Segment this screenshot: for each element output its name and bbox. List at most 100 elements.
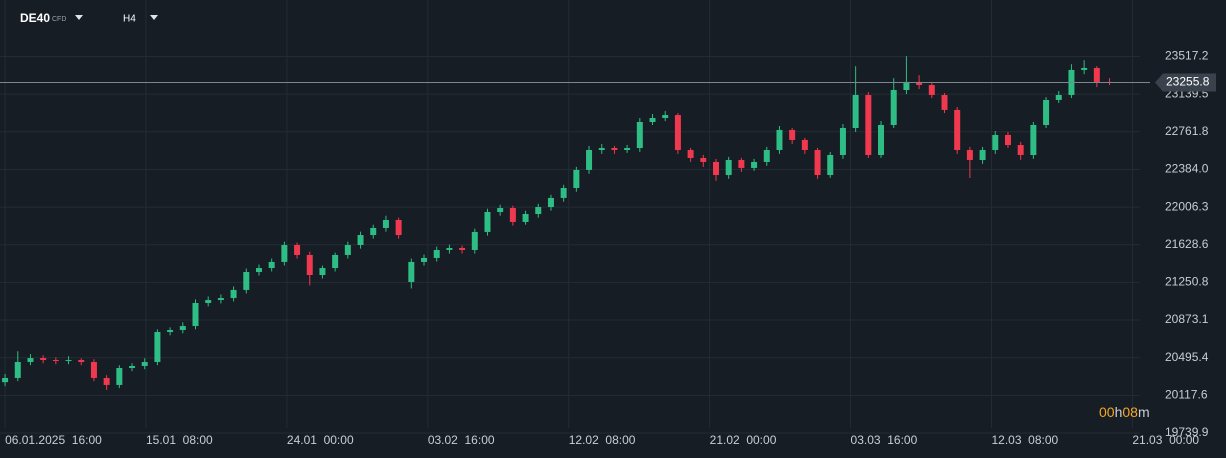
grid: [0, 0, 1140, 434]
candle-body: [560, 187, 567, 198]
candle-body: [903, 81, 910, 91]
symbol-tag: CFD: [52, 16, 66, 23]
candle-body: [40, 358, 47, 361]
countdown-h: h: [1115, 404, 1123, 420]
y-tick-label: 23517.2: [1165, 49, 1209, 63]
current-price-tag: [1155, 73, 1216, 92]
candle-body: [547, 197, 554, 208]
timeframe-dropdown[interactable]: [150, 15, 158, 20]
candle-body: [65, 360, 72, 362]
axis-labels: 23517.223139.522761.822384.022006.321628…: [5, 49, 1216, 447]
countdown-minutes: 08: [1122, 404, 1138, 420]
candle-body: [484, 212, 491, 232]
candle-body: [294, 244, 301, 255]
candle-body: [255, 268, 262, 273]
candle-body: [281, 244, 288, 262]
countdown: 00h08m: [1099, 404, 1150, 420]
candle-body: [522, 214, 529, 222]
candle-body: [738, 159, 745, 168]
candle-body: [1004, 134, 1011, 146]
candle-body: [243, 272, 250, 290]
candle-body: [268, 261, 275, 269]
candle-body: [14, 362, 21, 378]
x-tick-label: 15.01 08:00: [146, 433, 213, 447]
candle-body: [129, 366, 136, 369]
y-tick-label: 19739.9: [1165, 425, 1209, 439]
candle-body: [751, 161, 758, 168]
x-tick-label: 24.01 00:00: [287, 433, 354, 447]
candle-body: [1017, 145, 1024, 155]
candle-body: [954, 109, 961, 151]
countdown-m: m: [1138, 404, 1150, 420]
candle-body: [878, 124, 885, 155]
symbol-dropdown[interactable]: [75, 15, 83, 20]
candle-body: [979, 150, 986, 160]
candle-body: [395, 219, 402, 236]
candle-body: [865, 94, 872, 155]
candle-body: [230, 289, 237, 299]
candle-body: [586, 150, 593, 170]
candle-body: [1030, 124, 1037, 155]
candle-body: [408, 261, 415, 282]
y-tick-label: 22384.0: [1165, 162, 1209, 176]
x-tick-label: 12.03 08:00: [991, 433, 1058, 447]
candle-body: [573, 169, 580, 188]
candle-body: [433, 249, 440, 258]
candle-body: [674, 115, 681, 151]
candle-body: [763, 150, 770, 162]
candle-body: [332, 254, 339, 269]
candle-body: [1055, 94, 1062, 100]
candle-body: [509, 208, 516, 222]
candle-body: [1043, 99, 1050, 125]
candle-body: [192, 303, 199, 327]
candle-body: [636, 121, 643, 149]
candle-body: [649, 118, 656, 122]
y-tick-label: 22006.3: [1165, 199, 1209, 213]
candle-body: [78, 360, 85, 363]
candle-body: [712, 161, 719, 176]
candle-body: [90, 362, 97, 378]
candle-body: [103, 377, 110, 385]
candle-body: [459, 247, 466, 250]
candle-body: [852, 94, 859, 128]
candle-body: [357, 235, 364, 245]
candle-body: [116, 368, 123, 385]
y-tick-label: 22761.8: [1165, 124, 1209, 138]
candle-body: [624, 148, 631, 151]
candle-body: [725, 159, 732, 176]
candle-body: [179, 326, 186, 331]
candle-body: [700, 157, 707, 162]
candle-body: [662, 115, 669, 119]
candle-body: [205, 300, 212, 304]
candle-body: [497, 208, 504, 213]
y-tick-label: 20873.1: [1165, 312, 1209, 326]
x-tick-label: 12.02 08:00: [569, 433, 636, 447]
x-tick-label: 21.02 00:00: [710, 433, 777, 447]
candle-body: [167, 330, 174, 333]
candle-body: [827, 154, 834, 176]
candle-body: [598, 148, 605, 151]
x-tick-label: 21.03 00:00: [1132, 433, 1199, 447]
candle-body: [776, 129, 783, 151]
candle-body: [687, 150, 694, 158]
timeframe[interactable]: H4: [123, 14, 136, 25]
candle-body: [27, 358, 34, 363]
candle-body: [814, 150, 821, 176]
candle-body: [52, 360, 59, 362]
candle-body: [154, 332, 161, 363]
candle-body: [941, 94, 948, 110]
candle-body: [2, 377, 9, 383]
candle-body: [916, 81, 923, 86]
symbol[interactable]: DE40: [20, 11, 50, 25]
y-tick-label: 21250.8: [1165, 275, 1209, 289]
candle-body: [319, 268, 326, 276]
candle-body: [370, 227, 377, 236]
y-tick-label: 21628.6: [1165, 237, 1209, 251]
candle-body: [611, 148, 618, 151]
candle-body: [382, 219, 389, 228]
candle-body: [1093, 67, 1100, 82]
candle-body: [421, 257, 428, 262]
candle-body: [789, 129, 796, 140]
